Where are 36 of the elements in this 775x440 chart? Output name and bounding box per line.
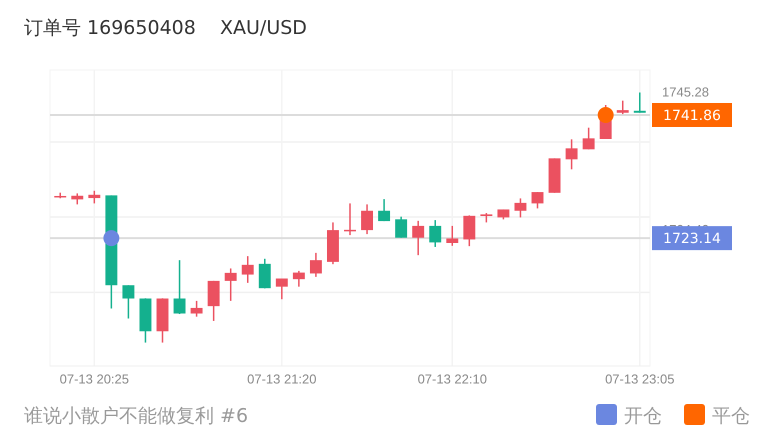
candlestick [242,255,254,284]
candlestick [634,92,646,114]
candlestick [378,198,390,222]
candlestick [344,202,356,236]
candlestick [88,190,100,204]
candlestick [310,252,322,278]
ref-line-label: 1723.14 [663,231,722,248]
candlestick [292,270,305,288]
candlestick [616,100,629,115]
candlestick [532,191,544,210]
y-tick-label: 1745.28 [662,84,709,100]
chart-title: 订单号 169650408 XAU/USD [24,17,307,39]
x-tick-label: 07-13 21:20 [247,371,317,386]
candlestick [582,126,595,150]
x-tick-label: 07-13 22:10 [418,371,487,386]
candlestick [190,300,203,318]
text: 谁说小散户不能做复利 #6 [24,405,248,427]
candlestick [480,212,492,224]
candlestick [566,138,578,170]
candlestick [429,219,442,248]
legend-label: 平仓 [712,405,750,427]
candlestick [446,225,458,247]
candlestick [514,198,526,218]
candlestick [122,284,134,320]
candlestick [412,220,424,256]
candlestick [395,216,408,238]
x-tick-label: 07-13 20:25 [60,371,130,386]
ref-line-label: 1741.86 [663,108,722,124]
candlestick [71,192,84,206]
candlestick [174,259,186,315]
legend-label: 开仓 [624,405,662,427]
candlestick [276,278,288,300]
candlestick [463,214,476,247]
candlestick [361,204,374,235]
x-tick-label: 07-13 23:05 [605,371,674,386]
candlestick [224,268,237,302]
